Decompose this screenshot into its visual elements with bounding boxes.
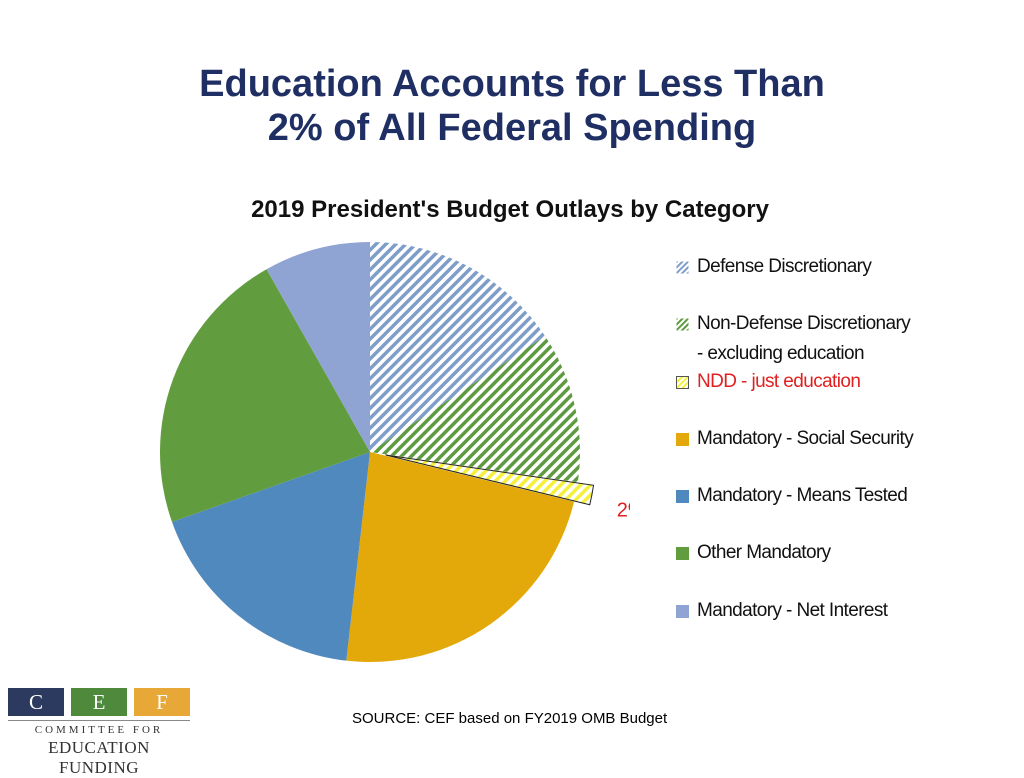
- legend-swatch: [676, 605, 689, 618]
- legend-label: Mandatory - Social Security: [697, 428, 914, 449]
- legend-label: Mandatory - Net Interest: [697, 600, 888, 621]
- pie-slice-mandatory-social-security: [346, 452, 575, 662]
- pie-chart: 2%: [160, 242, 630, 662]
- chart-title: 2019 President's Budget Outlays by Categ…: [251, 196, 769, 223]
- pie-slice-mandatory-means-tested: [171, 452, 370, 661]
- legend-swatch: [676, 318, 689, 331]
- source-note: SOURCE: CEF based on FY2019 OMB Budget: [352, 710, 668, 727]
- pie-slice-ndd-just-education: [385, 454, 595, 506]
- pie-data-label: 2%: [617, 499, 630, 521]
- cef-logo: C E F COMMITTEE FOR EDUCATION FUNDING: [8, 688, 190, 777]
- logo-letter-e: E: [71, 688, 127, 716]
- legend-swatch: [676, 490, 689, 503]
- legend-swatch: [676, 433, 689, 446]
- logo-divider: [8, 720, 190, 721]
- legend-label: Other Mandatory: [697, 542, 831, 563]
- logo-letter-f: F: [134, 688, 190, 716]
- pie-slice-other-mandatory: [160, 269, 370, 522]
- pie-slice-non-defense-discretionary-excluding-education: [370, 336, 580, 483]
- logo-letter-c: C: [8, 688, 64, 716]
- slide-title-line-1: Education Accounts for Less Than: [199, 63, 825, 105]
- legend-swatch: [676, 261, 689, 274]
- slide-title-line-2: 2% of All Federal Spending: [267, 107, 757, 149]
- logo-text-education-funding: EDUCATION FUNDING: [48, 738, 150, 777]
- slide-title: Education Accounts for Less Than 2% of A…: [0, 62, 1024, 150]
- legend-label: - excluding education: [697, 343, 865, 364]
- legend-label: Mandatory - Means Tested: [697, 485, 908, 506]
- legend-swatch: [676, 376, 689, 389]
- pie-slice-defense-discretionary: [370, 242, 546, 452]
- legend-label: NDD - just education: [697, 371, 861, 392]
- logo-text-committee: COMMITTEE FOR: [34, 724, 164, 736]
- legend-label: Defense Discretionary: [697, 256, 872, 277]
- legend-swatch: [676, 547, 689, 560]
- pie-slice-mandatory-net-interest: [266, 242, 370, 452]
- legend-label: Non-Defense Discretionary: [697, 313, 911, 334]
